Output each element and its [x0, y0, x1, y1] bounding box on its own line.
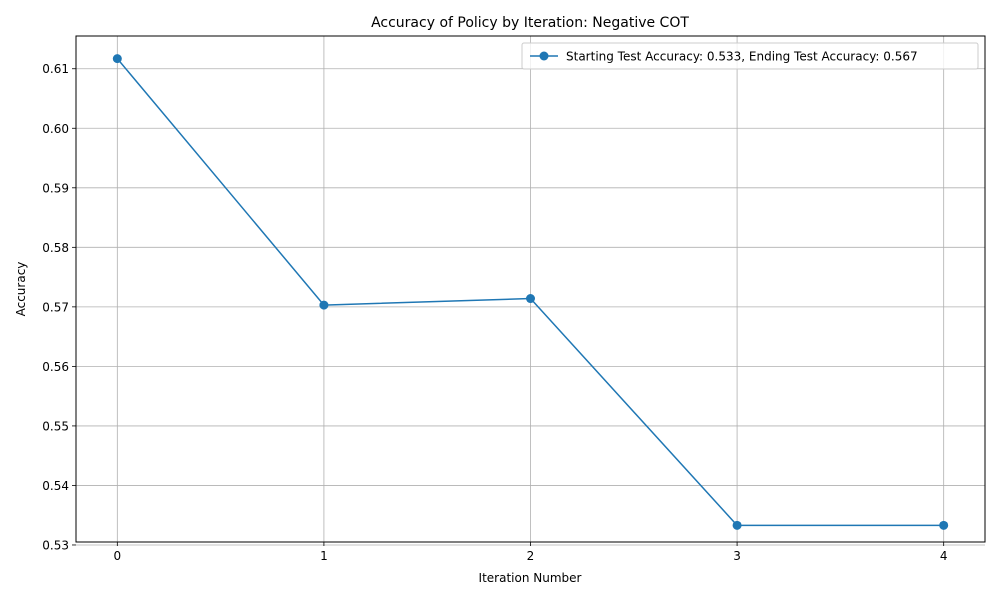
x-tick-label: 3	[733, 549, 741, 563]
legend: Starting Test Accuracy: 0.533, Ending Te…	[521, 42, 979, 70]
y-tick-label: 0.56	[42, 360, 69, 374]
grid	[76, 36, 985, 546]
x-tick-label: 4	[940, 549, 948, 563]
y-tick-label: 0.60	[42, 122, 69, 136]
x-tick-label: 1	[320, 549, 328, 563]
legend-entry: Starting Test Accuracy: 0.533, Ending Te…	[566, 50, 918, 64]
y-axis-ticks: 0.53 0.54 0.55 0.56 0.57 0.58 0.59 0.60 0.61	[42, 62, 76, 552]
y-tick-label: 0.61	[42, 62, 69, 76]
data-point	[939, 520, 949, 530]
x-tick-label: 0	[113, 549, 121, 563]
x-axis-label: Iteration Number	[479, 571, 582, 585]
x-axis-ticks: 0 1 2 3 4	[113, 542, 948, 563]
data-point	[319, 300, 329, 310]
y-axis-label: Accuracy	[14, 262, 28, 317]
y-tick-label: 0.54	[42, 479, 69, 493]
chart-title: Accuracy of Policy by Iteration: Negativ…	[371, 15, 689, 31]
y-tick-label: 0.57	[42, 300, 69, 314]
x-tick-label: 2	[527, 549, 535, 563]
legend-box	[521, 42, 979, 70]
data-point	[732, 520, 742, 530]
y-tick-label: 0.55	[42, 419, 69, 433]
y-tick-label: 0.59	[42, 181, 69, 195]
data-point	[112, 54, 122, 64]
series-layer	[112, 54, 949, 530]
y-tick-label: 0.58	[42, 241, 69, 255]
legend-marker-swatch	[539, 51, 549, 61]
y-tick-label: 0.53	[42, 538, 69, 552]
data-point	[526, 294, 535, 304]
